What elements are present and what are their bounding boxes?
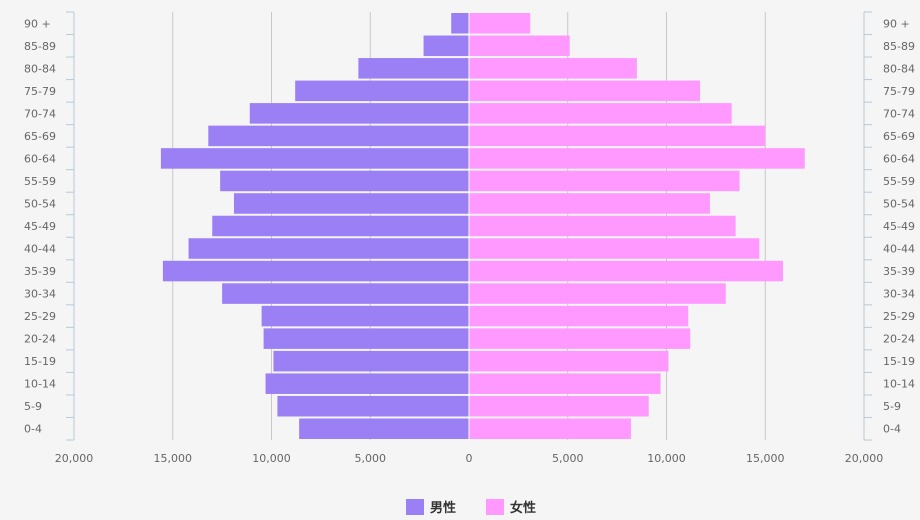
bar-female-55-59 — [469, 170, 740, 192]
legend-label-male: 男性 — [430, 500, 456, 516]
category-label-right: 15-19 — [883, 355, 915, 368]
category-label-left: 50-54 — [24, 197, 56, 210]
category-label-left: 30-34 — [24, 288, 56, 301]
category-label-right: 80-84 — [883, 62, 915, 75]
bar-male-85-89 — [423, 35, 469, 57]
bar-male-65-69 — [208, 125, 470, 147]
bar-female-70-74 — [469, 103, 732, 124]
category-label-left: 55-59 — [24, 175, 56, 188]
category-label-right: 20-24 — [883, 333, 915, 346]
x-tick-label: 5,000 — [355, 452, 387, 465]
category-label-left: 85-89 — [24, 40, 56, 53]
category-label-right: 75-79 — [883, 85, 915, 98]
bar-male-10-14 — [265, 373, 469, 394]
category-label-left: 15-19 — [24, 355, 56, 368]
category-label-left: 75-79 — [24, 85, 56, 98]
bar-male-45-49 — [212, 215, 469, 237]
legend-swatch-male — [406, 499, 424, 515]
bars — [160, 12, 805, 440]
bar-male-90 + — [451, 13, 469, 34]
bar-female-50-54 — [469, 193, 710, 214]
bar-female-30-34 — [469, 283, 726, 304]
bar-female-35-39 — [469, 260, 784, 282]
category-label-left: 5-9 — [24, 400, 42, 413]
category-label-right: 45-49 — [883, 220, 915, 233]
bar-female-80-84 — [469, 58, 637, 79]
category-label-left: 0-4 — [24, 423, 42, 436]
category-label-left: 25-29 — [24, 310, 56, 323]
category-label-left: 40-44 — [24, 243, 56, 256]
category-label-left: 45-49 — [24, 220, 56, 233]
bar-male-0-4 — [299, 418, 469, 439]
x-tick-label: 20,000 — [55, 452, 94, 465]
bar-female-40-44 — [469, 238, 760, 259]
category-labels-right: 0-4 5-9 10-14 15-19 20-24 25-29 30-34 35-39 40-4… — [864, 11, 915, 441]
x-tick-label: 0 — [466, 452, 473, 465]
category-label-right: 65-69 — [883, 130, 915, 143]
bar-female-15-19 — [469, 350, 669, 372]
category-label-right: 85-89 — [883, 40, 915, 53]
category-label-right: 55-59 — [883, 175, 915, 188]
bar-female-5-9 — [469, 395, 649, 417]
bar-male-5-9 — [277, 395, 469, 417]
bar-male-70-74 — [249, 103, 469, 124]
bar-male-15-19 — [273, 350, 469, 372]
x-tick-label: 15,000 — [746, 452, 785, 465]
bar-male-20-24 — [263, 328, 469, 349]
category-label-right: 25-29 — [883, 310, 915, 323]
category-label-left: 80-84 — [24, 62, 56, 75]
legend-label-female: 女性 — [510, 500, 536, 516]
bar-male-25-29 — [261, 305, 469, 327]
bar-male-35-39 — [162, 260, 469, 282]
legend: 男性 女性 — [406, 499, 536, 516]
category-label-left: 35-39 — [24, 265, 56, 278]
category-label-left: 90 + — [24, 17, 51, 30]
bar-male-80-84 — [358, 58, 469, 79]
category-label-right: 70-74 — [883, 107, 915, 120]
category-label-left: 10-14 — [24, 378, 56, 391]
x-tick-label: 20,000 — [845, 452, 884, 465]
bar-female-45-49 — [469, 215, 736, 237]
bar-female-65-69 — [469, 125, 766, 147]
bar-female-0-4 — [469, 418, 631, 439]
category-label-left: 60-64 — [24, 152, 56, 165]
bar-female-25-29 — [469, 305, 689, 327]
category-label-right: 10-14 — [883, 378, 915, 391]
category-label-left: 20-24 — [24, 333, 56, 346]
category-labels-left: 0-4 5-9 10-14 15-19 20-24 25-29 30-34 35-39 40-4… — [24, 11, 74, 441]
x-tick-label: 15,000 — [154, 452, 193, 465]
category-label-right: 90 + — [883, 17, 910, 30]
bar-male-30-34 — [222, 283, 469, 304]
x-tick-label: 10,000 — [647, 452, 686, 465]
category-label-right: 60-64 — [883, 152, 915, 165]
x-tick-labels: 20,000 15,000 10,000 5,000 0 5,000 10,000 15,00… — [55, 452, 884, 465]
x-tick-label: 10,000 — [252, 452, 291, 465]
bar-female-85-89 — [469, 35, 570, 57]
bar-female-10-14 — [469, 373, 661, 394]
bar-male-50-54 — [233, 193, 469, 214]
bar-male-60-64 — [160, 148, 469, 169]
bar-male-55-59 — [220, 170, 469, 192]
bar-male-75-79 — [295, 80, 469, 102]
category-label-right: 0-4 — [883, 423, 901, 436]
category-label-right: 35-39 — [883, 265, 915, 278]
category-label-right: 5-9 — [883, 400, 901, 413]
x-tick-label: 5,000 — [552, 452, 584, 465]
category-label-right: 50-54 — [883, 197, 915, 210]
bar-female-60-64 — [469, 148, 805, 169]
bar-female-75-79 — [469, 80, 701, 102]
category-label-right: 40-44 — [883, 243, 915, 256]
category-label-right: 30-34 — [883, 288, 915, 301]
category-label-left: 65-69 — [24, 130, 56, 143]
category-label-left: 70-74 — [24, 107, 56, 120]
bar-male-40-44 — [188, 238, 470, 259]
bar-female-20-24 — [469, 328, 691, 349]
legend-swatch-female — [486, 499, 504, 515]
bar-female-90 + — [469, 13, 531, 34]
